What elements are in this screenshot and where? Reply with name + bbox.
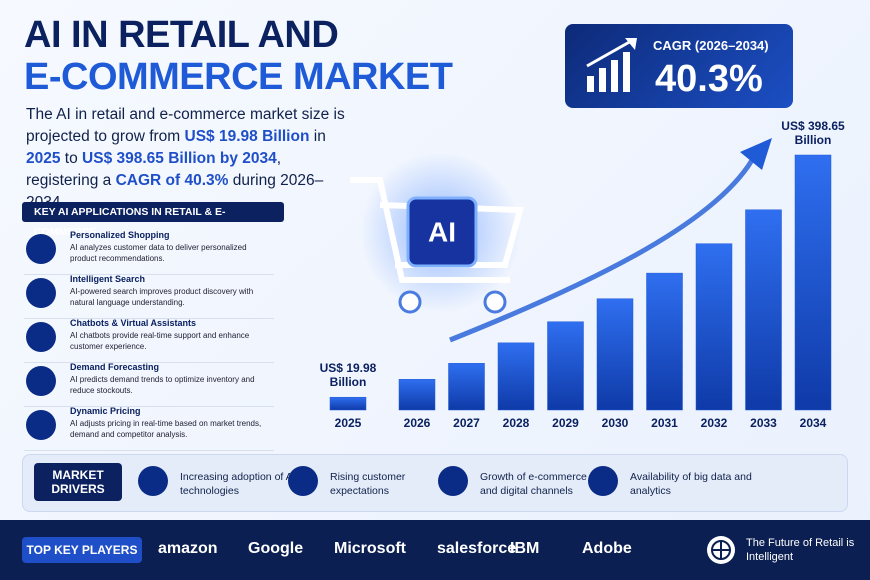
application-item: Personalized Shopping AI analyzes custome…	[24, 230, 274, 275]
driver-text: Rising customer expectations	[330, 471, 406, 497]
application-item: Dynamic Pricing AI adjusts pricing in rea…	[24, 406, 274, 451]
value-label: US$ 19.98 Billion	[319, 361, 377, 390]
highlight: 2025	[26, 150, 61, 167]
bar	[448, 363, 485, 411]
application-item: Demand Forecasting AI predicts demand tre…	[24, 362, 274, 407]
section-heading: KEY AI APPLICATIONS IN RETAIL & E-COMMER…	[22, 202, 284, 238]
highlight: US$ 19.98 Billion	[184, 128, 310, 145]
driver-text: Increasing adoption of AI technologies	[180, 471, 296, 497]
growth-icon	[586, 38, 637, 92]
x-tick-label: 2029	[552, 416, 579, 430]
bar	[329, 396, 367, 411]
highlight: US$ 398.65 Billion by 2034	[82, 150, 277, 167]
value-label: US$ 398.65 Billion	[781, 119, 845, 147]
bar	[745, 209, 782, 411]
x-tick-label: 2034	[799, 416, 827, 430]
text: The AI in retail and e-commerce market s…	[26, 106, 345, 145]
application-text: AI analyzes customer data to deliver per…	[70, 243, 247, 263]
bar	[398, 379, 436, 411]
title: E-COMMERCE MARKET	[24, 56, 453, 98]
application-title: Intelligent Search	[70, 274, 146, 284]
illustration-label: AI	[428, 216, 456, 247]
bar	[646, 272, 683, 411]
drivers-heading: MARKET DRIVERS	[34, 463, 122, 501]
driver-text: Growth of e-commerce and digital channel…	[480, 471, 587, 497]
application-title: Chatbots & Virtual Assistants	[70, 318, 197, 328]
bar	[547, 321, 584, 411]
x-tick-label: 2028	[502, 416, 530, 430]
cagr-label: CAGR (2026–2034)	[653, 38, 769, 53]
driver-text: Availability of big data and analytics	[630, 471, 752, 497]
x-tick-label: 2030	[601, 416, 629, 430]
tagline: The Future of Retail is Intelligent	[746, 537, 855, 563]
bar	[596, 298, 634, 411]
x-tick-label: 2031	[651, 416, 678, 430]
application-title: Demand Forecasting	[70, 362, 160, 372]
x-tick-label: 2033	[750, 416, 777, 430]
application-text: AI-powered search improves product disco…	[70, 287, 254, 307]
application-icon	[26, 234, 56, 264]
driver-icon	[438, 466, 468, 496]
player-logo: Microsoft	[334, 540, 406, 557]
text: to	[60, 150, 83, 167]
bar-chart	[329, 138, 832, 411]
trend-arrowhead	[740, 138, 772, 170]
ai-cart-illustration: AI	[350, 152, 524, 314]
x-tick-label: 2032	[700, 416, 728, 430]
driver-icon	[138, 466, 168, 496]
application-icon	[26, 366, 56, 396]
application-text: AI chatbots provide real-time support an…	[70, 331, 250, 351]
trend-arrow	[449, 153, 758, 343]
x-tick-label: 2027	[453, 416, 480, 430]
application-title: Dynamic Pricing	[70, 406, 141, 416]
text: , registering a	[26, 150, 282, 189]
globe-icon	[707, 536, 735, 564]
players-heading: TOP KEY PLAYERS	[22, 537, 142, 563]
application-text: AI adjusts pricing in real-time based on…	[70, 419, 262, 439]
player-logo: salesforce	[437, 540, 517, 557]
cagr-box: CAGR (2026–2034) 40.3%	[565, 24, 793, 108]
driver-icon	[588, 466, 618, 496]
player-logo: Google	[248, 540, 304, 557]
cagr-value: 40.3%	[655, 58, 763, 100]
x-tick-label: 2026	[403, 416, 431, 430]
application-icon	[26, 278, 56, 308]
application-item: Chatbots & Virtual Assistants AI chatbots…	[24, 318, 274, 363]
driver-icon	[288, 466, 318, 496]
title: AI IN RETAIL AND	[24, 14, 339, 56]
description: The AI in retail and e-commerce market s…	[26, 104, 356, 214]
application-icon	[26, 322, 56, 352]
player-logo: Adobe	[582, 540, 632, 557]
bar	[695, 243, 733, 411]
x-tick-label: 2025	[334, 416, 362, 430]
highlight: CAGR of 40.3%	[115, 172, 229, 189]
player-logo: amazon	[158, 540, 218, 557]
bar	[497, 342, 535, 411]
text: in	[309, 128, 326, 145]
application-icon	[26, 410, 56, 440]
application-text: AI predicts demand trends to optimize in…	[70, 375, 255, 395]
bar	[794, 154, 832, 411]
application-item: Intelligent Search AI-powered search impr…	[24, 274, 274, 319]
player-logo: IBM	[510, 540, 540, 557]
application-title: Personalized Shopping	[70, 230, 170, 240]
